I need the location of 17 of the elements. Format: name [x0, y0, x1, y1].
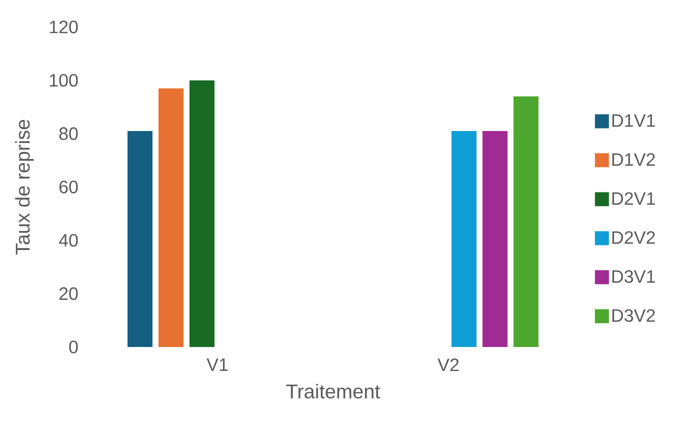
legend-label: D3V1 — [612, 270, 655, 283]
x-tick-label: V2 — [438, 358, 459, 372]
y-axis-title: Taux de reprise — [15, 120, 34, 255]
y-tick-label: 40 — [58, 234, 78, 247]
y-tick-label: 60 — [59, 180, 78, 194]
y-tick-label: 0 — [69, 340, 78, 354]
legend-label: D3V2 — [612, 309, 655, 322]
x-axis-title: Traitement — [286, 384, 380, 399]
x-tick-label: V1 — [206, 358, 228, 371]
y-tick-label: 120 — [50, 20, 78, 34]
legend-label: D2V1 — [612, 192, 655, 205]
y-tick-label: 80 — [59, 127, 78, 140]
legend-label: D1V1 — [612, 114, 655, 127]
legend-label: D1V2 — [612, 153, 655, 166]
y-tick-label: 100 — [50, 74, 78, 87]
legend-label: D2V2 — [612, 231, 655, 244]
y-tick-label: 20 — [59, 287, 78, 300]
